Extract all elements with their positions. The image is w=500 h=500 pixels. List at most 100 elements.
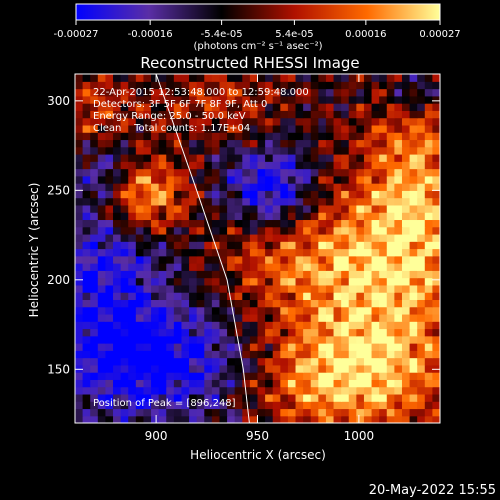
- heatmap-cell: [310, 386, 319, 395]
- heatmap-cell: [151, 103, 160, 111]
- heatmap-cell: [196, 277, 205, 286]
- heatmap-cell: [394, 241, 403, 250]
- heatmap-cell: [204, 270, 213, 279]
- heatmap-cell: [363, 277, 373, 286]
- heatmap-cell: [409, 372, 418, 380]
- heatmap-cell: [173, 233, 183, 242]
- heatmap-cell: [348, 408, 357, 417]
- heatmap-cell: [128, 248, 137, 257]
- heatmap-cell: [401, 328, 411, 337]
- heatmap-cell: [204, 190, 213, 199]
- heatmap-cell: [356, 313, 365, 322]
- heatmap-cell: [135, 408, 145, 417]
- heatmap-cell: [341, 372, 350, 380]
- heatmap-cell: [303, 103, 312, 111]
- heatmap-cell: [295, 103, 304, 111]
- heatmap-cell: [424, 292, 433, 300]
- heatmap-cell: [181, 270, 190, 279]
- heatmap-cell: [143, 335, 152, 344]
- heatmap-cell: [189, 386, 198, 395]
- heatmap-cell: [325, 161, 335, 170]
- heatmap-cell: [272, 139, 281, 148]
- x-axis-label: Heliocentric X (arcsec): [190, 448, 326, 462]
- heatmap-cell: [211, 103, 221, 111]
- heatmap-cell: [90, 81, 99, 90]
- heatmap-cell: [394, 81, 403, 90]
- heatmap-cell: [386, 248, 395, 257]
- heatmap-cell: [295, 183, 304, 191]
- heatmap-cell: [82, 197, 91, 206]
- heatmap-cell: [386, 183, 395, 191]
- heatmap-cell: [394, 146, 403, 155]
- heatmap-cell: [113, 219, 122, 228]
- heatmap-cell: [113, 364, 122, 373]
- heatmap-cell: [135, 350, 145, 359]
- heatmap-cell: [234, 284, 243, 293]
- heatmap-cell: [432, 139, 440, 148]
- heatmap-cell: [196, 103, 205, 111]
- heatmap-cell: [432, 263, 440, 271]
- heatmap-cell: [219, 103, 228, 111]
- heatmap-cell: [295, 292, 304, 300]
- heatmap-cell: [348, 88, 357, 97]
- heatmap-cell: [356, 233, 365, 242]
- heatmap-cell: [135, 415, 145, 423]
- heatmap-cell: [128, 364, 137, 373]
- heatmap-cell: [189, 335, 198, 344]
- heatmap-cell: [424, 263, 433, 271]
- heatmap-cell: [234, 393, 243, 402]
- heatmap-cell: [90, 393, 99, 402]
- heatmap-cell: [204, 146, 213, 155]
- colorbar: -0.00027 -0.00016 -5.4e-05 5.4e-05 0.00016 0.…: [54, 3, 461, 52]
- heatmap-cell: [318, 372, 327, 380]
- heatmap-cell: [303, 241, 312, 250]
- heatmap-cell: [120, 393, 129, 402]
- heatmap-cell: [151, 415, 160, 423]
- heatmap-cell: [371, 328, 380, 337]
- heatmap-cell: [379, 226, 388, 235]
- heatmap-cell: [379, 88, 388, 97]
- heatmap-cell: [97, 212, 107, 221]
- heatmap-cell: [249, 328, 259, 337]
- heatmap-cell: [219, 379, 228, 388]
- heatmap-cell: [341, 168, 350, 177]
- heatmap-cell: [128, 110, 137, 119]
- heatmap-cell: [325, 103, 335, 111]
- heatmap-cell: [371, 248, 380, 257]
- heatmap-cell: [348, 233, 357, 242]
- heatmap-cell: [181, 277, 190, 286]
- heatmap-cell: [204, 139, 213, 148]
- heatmap-cell: [394, 190, 403, 199]
- heatmap-cell: [424, 379, 433, 388]
- heatmap-cell: [257, 263, 266, 271]
- heatmap-cell: [181, 204, 190, 213]
- heatmap-cell: [211, 292, 221, 300]
- heatmap-cell: [257, 110, 266, 119]
- heatmap-cell: [310, 146, 319, 155]
- heatmap-cell: [432, 124, 440, 133]
- heatmap-cell: [348, 146, 357, 155]
- heatmap-cell: [173, 103, 183, 111]
- heatmap-cell: [348, 393, 357, 402]
- heatmap-cell: [105, 372, 114, 380]
- heatmap-cell: [310, 292, 319, 300]
- heatmap-cell: [318, 219, 327, 228]
- heatmap-cell: [356, 212, 365, 221]
- heatmap-cell: [356, 132, 365, 141]
- heatmap-cell: [371, 183, 380, 191]
- heatmap-cell: [166, 233, 175, 242]
- heatmap-cell: [409, 379, 418, 388]
- heatmap-cell: [181, 372, 190, 380]
- heatmap-cell: [242, 175, 251, 184]
- heatmap-cell: [265, 408, 274, 417]
- heatmap-cell: [120, 226, 129, 235]
- heatmap-cell: [143, 212, 152, 221]
- heatmap-cell: [257, 379, 266, 388]
- heatmap-cell: [401, 103, 411, 111]
- heatmap-cell: [82, 328, 91, 337]
- heatmap-cell: [166, 248, 175, 257]
- heatmap-cell: [424, 81, 433, 90]
- heatmap-cell: [113, 248, 122, 257]
- heatmap-cell: [234, 183, 243, 191]
- heatmap-cell: [272, 313, 281, 322]
